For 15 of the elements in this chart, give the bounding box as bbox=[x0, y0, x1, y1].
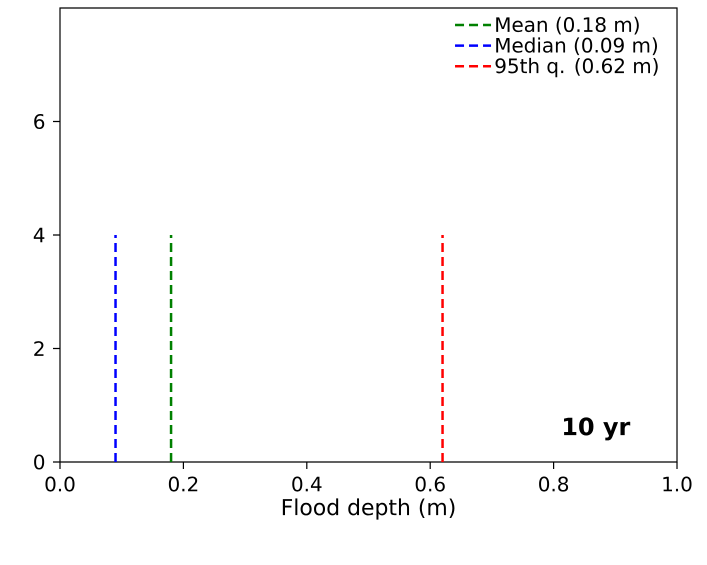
legend-label: Median (0.09 m) bbox=[496, 37, 658, 56]
x-tick-label: 0.4 bbox=[292, 476, 322, 492]
x-tick-label: 0.6 bbox=[416, 476, 445, 492]
legend-label: 95th q. (0.62 m) bbox=[496, 58, 658, 78]
y-tick-label: 0 bbox=[34, 454, 44, 470]
y-tick-label: 2 bbox=[34, 341, 44, 356]
x-axis-title: Flood depth (m) bbox=[282, 498, 454, 520]
x-tick-label: 0.2 bbox=[168, 476, 198, 492]
legend-label: Mean (0.18 m) bbox=[496, 16, 639, 34]
x-tick-label: 1.0 bbox=[663, 476, 692, 492]
x-tick-label: 0.8 bbox=[539, 476, 568, 492]
y-tick-label: 6 bbox=[34, 114, 44, 130]
annotation: 10 yr bbox=[564, 417, 630, 440]
y-tick-label: 4 bbox=[34, 228, 44, 242]
x-tick-label: 0.0 bbox=[45, 476, 75, 492]
